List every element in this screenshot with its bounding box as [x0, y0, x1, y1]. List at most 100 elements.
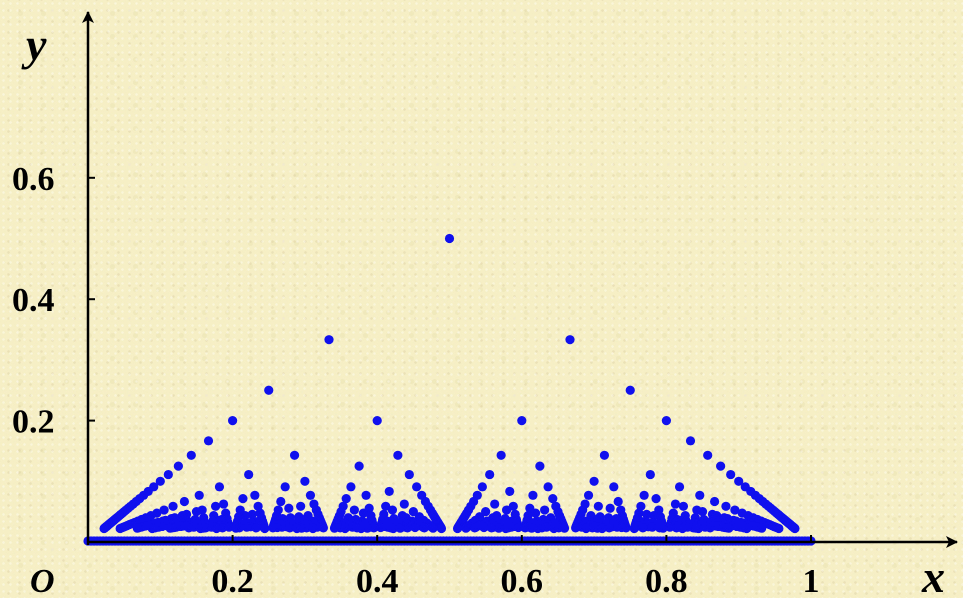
data-point [774, 523, 784, 534]
data-point [535, 461, 545, 471]
data-point [163, 469, 173, 480]
data-point [790, 523, 800, 534]
data-point [444, 233, 455, 244]
data-point [250, 490, 260, 500]
data-point [99, 523, 109, 534]
data-point [356, 523, 366, 534]
y-tick-label: 0.4 [12, 282, 55, 319]
data-point [173, 461, 183, 471]
data-point [191, 507, 202, 517]
data-point [155, 476, 165, 486]
data-point [734, 476, 744, 486]
data-point [661, 416, 672, 426]
data-point [376, 522, 386, 533]
data-point [647, 522, 657, 532]
data-point [581, 523, 591, 534]
data-point [179, 496, 189, 507]
data-point [508, 501, 518, 511]
data-point [354, 461, 364, 471]
data-point [452, 523, 463, 534]
data-point [387, 505, 398, 515]
data-point [292, 523, 302, 534]
data-point [678, 501, 689, 511]
data-point [372, 416, 382, 426]
data-point [194, 490, 204, 500]
data-point [583, 490, 594, 500]
data-point [705, 523, 715, 533]
data-point [147, 523, 157, 534]
data-point [285, 523, 295, 533]
data-point [621, 523, 631, 533]
data-point [494, 523, 504, 533]
x-tick-label: 0.2 [211, 563, 254, 598]
data-point [276, 496, 286, 507]
data-point [393, 450, 403, 460]
data-point [238, 494, 248, 504]
data-point [247, 509, 257, 520]
data-point [501, 505, 512, 515]
data-point [742, 523, 752, 534]
data-point [565, 335, 575, 345]
data-point [132, 523, 142, 533]
x-tick-label: 0.6 [501, 563, 544, 598]
data-point [677, 523, 688, 534]
data-point [242, 522, 252, 532]
data-point [251, 523, 261, 533]
data-point [470, 523, 480, 533]
data-point [461, 523, 471, 533]
data-point [496, 450, 506, 460]
data-point [168, 501, 178, 511]
data-point [530, 508, 541, 518]
data-point [410, 522, 420, 533]
data-point [244, 469, 254, 480]
data-point [726, 469, 736, 480]
data-point [214, 482, 225, 492]
data-point [280, 482, 290, 492]
data-point [485, 469, 495, 480]
data-point [268, 523, 278, 533]
data-point [548, 494, 558, 504]
data-point [341, 494, 351, 504]
data-point [329, 523, 340, 533]
data-point [501, 523, 511, 534]
data-point [693, 523, 704, 534]
data-point [218, 499, 229, 509]
data-point [436, 523, 447, 534]
data-point [486, 523, 497, 533]
data-point [645, 469, 655, 480]
data-point [289, 450, 300, 460]
data-point [716, 461, 726, 471]
data-point [517, 416, 527, 426]
data-point [428, 523, 438, 533]
data-point [358, 508, 369, 518]
data-point [549, 523, 559, 534]
x-axis-label: x [921, 551, 945, 598]
data-point [685, 436, 696, 446]
data-point [228, 416, 238, 426]
data-point [639, 490, 649, 500]
data-point [593, 501, 603, 511]
data-point [724, 523, 734, 533]
data-point [402, 523, 413, 533]
data-point [305, 490, 316, 500]
data-point [533, 523, 543, 534]
data-point [589, 476, 599, 486]
data-point [479, 522, 489, 533]
data-point [284, 503, 294, 513]
x-tick-label: 1 [803, 563, 820, 598]
y-tick-label: 0.2 [12, 404, 55, 441]
data-point [388, 523, 398, 534]
data-point [710, 496, 720, 507]
data-point [395, 523, 405, 533]
data-point [604, 523, 614, 533]
data-point [597, 523, 607, 534]
axes: 0.2 0.4 0.6 0.8 1 0.2 0.4 0.6 [12, 11, 958, 598]
data-point [195, 523, 206, 534]
data-point [419, 523, 429, 533]
data-point [231, 523, 241, 533]
data-point [381, 501, 391, 511]
data-point [609, 482, 619, 492]
data-point [159, 505, 169, 515]
data-point [296, 501, 306, 511]
